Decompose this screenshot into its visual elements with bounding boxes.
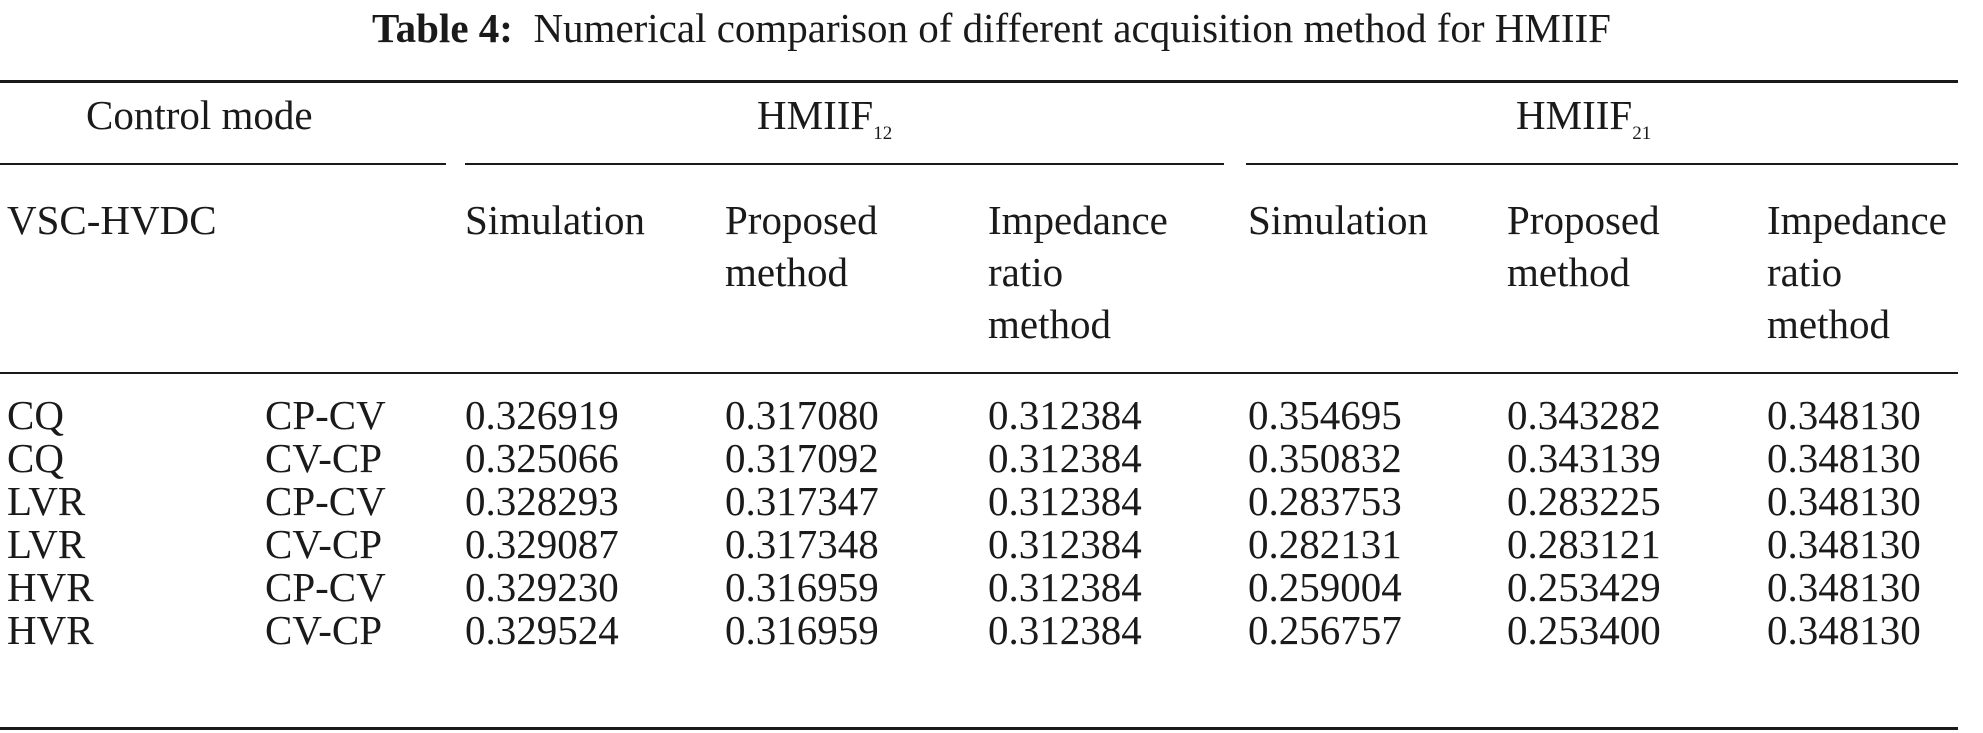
table-title: Numerical comparison of different acquis…	[533, 5, 1611, 51]
value-cell: 0.326919	[465, 392, 619, 438]
value-cell: 0.312384	[988, 392, 1142, 438]
value-cell: 0.329087	[465, 521, 619, 567]
column-header-line: method	[1507, 249, 1630, 295]
control-mode-rule	[0, 163, 446, 165]
column-header-line: method	[988, 301, 1111, 347]
value-cell: 0.316959	[725, 607, 879, 653]
value-cell: 0.253400	[1507, 607, 1661, 653]
value-cell: 0.348130	[1767, 564, 1921, 610]
value-cell: 0.328293	[465, 478, 619, 524]
value-cell: 0.317080	[725, 392, 879, 438]
value-cell: 0.329524	[465, 607, 619, 653]
value-cell: 0.312384	[988, 521, 1142, 567]
mode-cell: HVR	[7, 607, 94, 653]
value-cell: 0.256757	[1248, 607, 1402, 653]
column-header-line: ratio	[1767, 249, 1843, 295]
column-header-line: ratio	[988, 249, 1064, 295]
submode-cell: CP-CV	[265, 392, 386, 438]
value-cell: 0.283225	[1507, 478, 1661, 524]
header-rule	[0, 372, 1958, 374]
submode-cell: CV-CP	[265, 521, 382, 567]
submode-cell: CP-CV	[265, 478, 386, 524]
control-mode-header: Control mode	[86, 92, 313, 138]
column-header-line: Simulation	[465, 197, 645, 243]
hmiif21-rule	[1246, 163, 1958, 165]
submode-cell: CV-CP	[265, 607, 382, 653]
value-cell: 0.317347	[725, 478, 879, 524]
value-cell: 0.253429	[1507, 564, 1661, 610]
value-cell: 0.283753	[1248, 478, 1402, 524]
table-label: Table 4:	[372, 5, 513, 51]
value-cell: 0.348130	[1767, 607, 1921, 653]
column-header-line: Impedance	[1767, 197, 1947, 243]
value-cell: 0.354695	[1248, 392, 1402, 438]
column-header-line: Proposed	[725, 197, 878, 243]
hmiif12-header: HMIIF12	[757, 92, 893, 144]
value-cell: 0.348130	[1767, 392, 1921, 438]
mode-cell: LVR	[7, 521, 86, 567]
submode-cell: CV-CP	[265, 435, 382, 481]
value-cell: 0.317348	[725, 521, 879, 567]
column-header-line: Impedance	[988, 197, 1168, 243]
value-cell: 0.259004	[1248, 564, 1402, 610]
value-cell: 0.316959	[725, 564, 879, 610]
bottom-rule	[0, 727, 1958, 730]
value-cell: 0.343139	[1507, 435, 1661, 481]
value-cell: 0.348130	[1767, 521, 1921, 567]
value-cell: 0.312384	[988, 564, 1142, 610]
table-caption: Table 4: Numerical comparison of differe…	[0, 2, 1983, 54]
hmiif21-header: HMIIF21	[1516, 92, 1652, 144]
vsc-hvdc-header: VSC-HVDC	[7, 197, 217, 243]
mode-cell: LVR	[7, 478, 86, 524]
submode-cell: CP-CV	[265, 564, 386, 610]
value-cell: 0.329230	[465, 564, 619, 610]
value-cell: 0.343282	[1507, 392, 1661, 438]
value-cell: 0.282131	[1248, 521, 1402, 567]
value-cell: 0.312384	[988, 478, 1142, 524]
column-header-line: method	[1767, 301, 1890, 347]
value-cell: 0.348130	[1767, 478, 1921, 524]
column-header-line: method	[725, 249, 848, 295]
top-rule	[0, 80, 1958, 83]
value-cell: 0.317092	[725, 435, 879, 481]
mode-cell: CQ	[7, 392, 64, 438]
column-header-line: Proposed	[1507, 197, 1660, 243]
value-cell: 0.312384	[988, 435, 1142, 481]
value-cell: 0.348130	[1767, 435, 1921, 481]
mode-cell: HVR	[7, 564, 94, 610]
hmiif12-rule	[465, 163, 1224, 165]
value-cell: 0.325066	[465, 435, 619, 481]
value-cell: 0.350832	[1248, 435, 1402, 481]
column-header-line: Simulation	[1248, 197, 1428, 243]
value-cell: 0.283121	[1507, 521, 1661, 567]
value-cell: 0.312384	[988, 607, 1142, 653]
mode-cell: CQ	[7, 435, 64, 481]
